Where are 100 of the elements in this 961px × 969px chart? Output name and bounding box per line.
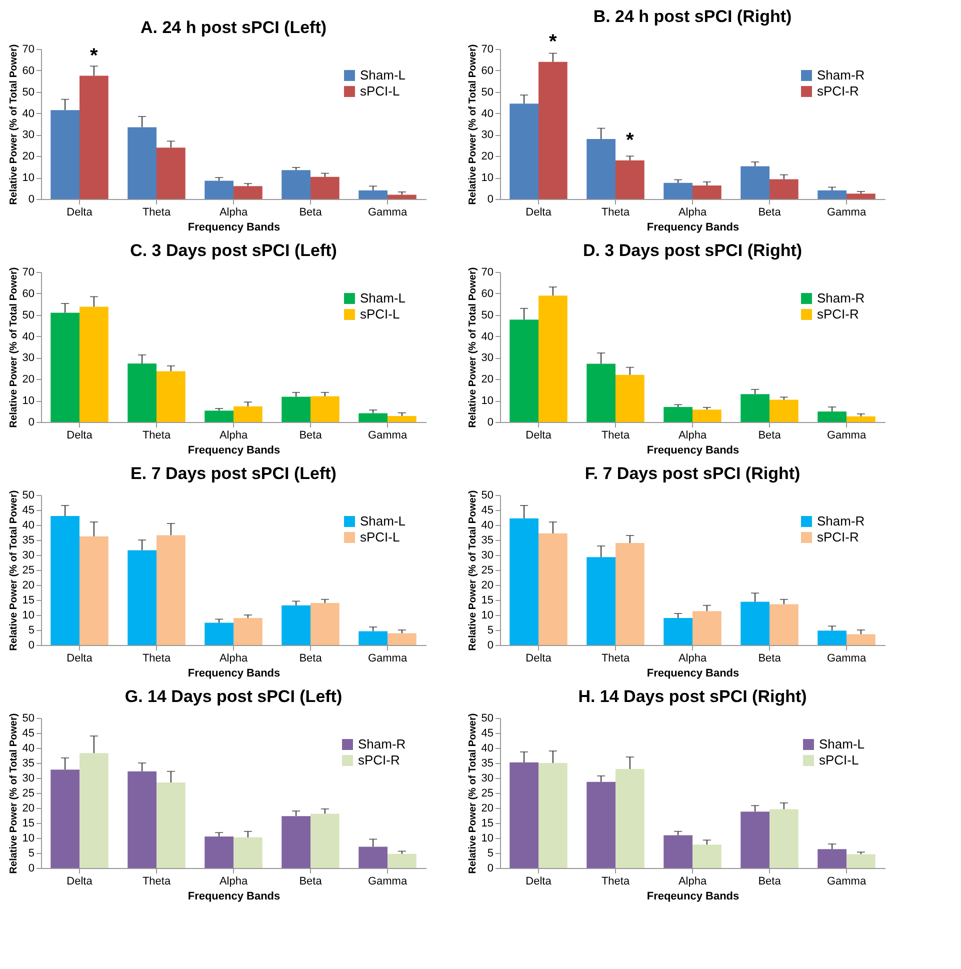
y-tick-label: 0	[28, 862, 34, 874]
bar	[388, 854, 416, 868]
x-tick-label: Gamma	[826, 876, 867, 888]
y-tick-label: 10	[481, 610, 494, 622]
x-tick-label: Delta	[66, 430, 94, 442]
y-tick-label: 50	[481, 490, 494, 502]
legend-label: sPCI-L	[360, 306, 400, 322]
y-axis-title: Relative Power (% of Total Power)	[8, 490, 20, 651]
bar	[616, 769, 644, 868]
bar	[770, 604, 798, 645]
bar	[234, 837, 262, 868]
bar	[282, 605, 310, 645]
y-tick-label: 70	[481, 44, 494, 56]
bar	[358, 846, 388, 868]
y-tick-label: 30	[22, 352, 34, 364]
y-tick-label: 30	[22, 550, 34, 562]
y-tick-label: 70	[22, 266, 34, 278]
x-tick-label: Alpha	[678, 206, 708, 218]
bar	[128, 364, 156, 422]
bar	[388, 194, 416, 199]
y-tick-label: 35	[481, 534, 494, 546]
y-tick-label: 60	[22, 288, 34, 300]
y-tick-label: 40	[481, 330, 494, 343]
chart-title: A. 24 h post sPCI (Left)	[140, 18, 327, 37]
x-tick-label: Theta	[142, 206, 172, 218]
x-tick-label: Gamma	[368, 206, 408, 218]
y-tick-label: 0	[487, 862, 494, 874]
chart-title: G. 14 Days post sPCI (Left)	[124, 687, 342, 706]
bar	[846, 854, 876, 868]
bar	[692, 611, 722, 645]
legend-label: Sham-R	[358, 736, 406, 752]
x-tick-label: Theta	[142, 430, 172, 442]
y-tick-label: 15	[22, 594, 34, 606]
legend-label: sPCI-R	[817, 84, 859, 98]
bar	[80, 753, 108, 868]
x-tick-label: Gamma	[368, 876, 408, 888]
y-tick-label: 40	[22, 742, 34, 754]
y-tick-label: 45	[481, 728, 494, 740]
x-tick-label: Theta	[601, 876, 630, 888]
x-tick-label: Gamma	[826, 430, 867, 442]
bar	[846, 634, 876, 645]
x-tick-label: Theta	[142, 876, 172, 888]
bar	[818, 190, 846, 199]
bar	[740, 812, 770, 868]
x-tick-label: Beta	[758, 652, 782, 664]
x-tick-label: Alpha	[219, 652, 248, 664]
y-axis-title: Relative Power (% of Total Power)	[467, 267, 478, 428]
x-tick-label: Theta	[601, 206, 630, 218]
x-tick-label: Beta	[758, 206, 782, 218]
y-axis-title: Relative Power (% of Total Power)	[467, 490, 478, 651]
bar	[128, 127, 156, 199]
bar	[664, 835, 692, 868]
y-tick-label: 30	[481, 772, 494, 784]
bar	[586, 139, 616, 199]
bar	[692, 186, 722, 199]
y-tick-label: 45	[22, 728, 34, 740]
y-tick-label: 15	[481, 818, 494, 830]
bar	[80, 306, 108, 422]
chart-title: E. 7 Days post sPCI (Left)	[130, 464, 336, 483]
bar	[586, 782, 616, 868]
bar	[310, 603, 340, 645]
legend-label: Sham-R	[817, 514, 865, 528]
bar	[388, 416, 416, 422]
bar	[128, 771, 156, 868]
x-tick-label: Beta	[299, 876, 323, 888]
x-tick-label: Alpha	[219, 876, 248, 888]
y-tick-label: 60	[481, 64, 494, 77]
bar	[204, 622, 234, 645]
y-tick-label: 50	[481, 712, 494, 724]
y-tick-label: 10	[22, 610, 34, 622]
bar	[234, 618, 262, 645]
y-tick-label: 30	[481, 550, 494, 562]
y-tick-label: 15	[481, 594, 494, 606]
bar	[586, 364, 616, 422]
annotation: *	[626, 129, 634, 152]
annotation: *	[90, 44, 98, 67]
bar	[50, 770, 80, 868]
bar	[510, 104, 538, 199]
bar	[846, 194, 876, 199]
x-tick-label: Beta	[299, 206, 323, 218]
y-tick-label: 20	[22, 150, 34, 163]
y-tick-label: 0	[487, 194, 494, 206]
bar	[310, 176, 340, 199]
bar	[128, 550, 156, 645]
chart-title: B. 24 h post sPCI (Right)	[593, 6, 792, 26]
bar	[156, 371, 186, 422]
y-tick-label: 30	[481, 129, 494, 142]
x-axis-title: Frequency Bands	[646, 222, 740, 234]
y-tick-label: 10	[22, 172, 34, 184]
bar	[664, 182, 692, 199]
x-axis-title: Frequency Bands	[188, 444, 280, 456]
bar	[846, 416, 876, 422]
bar	[156, 148, 186, 199]
x-tick-label: Delta	[66, 876, 94, 888]
chart-title: D. 3 Days post sPCI (Right)	[582, 241, 802, 260]
bar	[538, 763, 568, 868]
legend-label: sPCI-L	[819, 752, 859, 768]
y-tick-label: 50	[22, 309, 34, 322]
bar	[538, 533, 568, 645]
bar	[50, 516, 80, 645]
